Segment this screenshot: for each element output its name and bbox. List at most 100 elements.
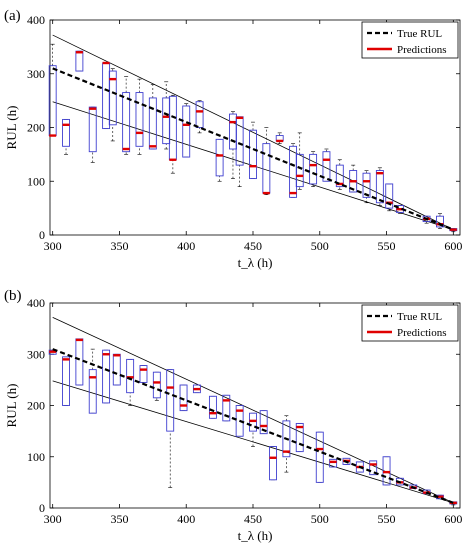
x-tick-label: 300 [44, 512, 62, 526]
box-body [235, 116, 244, 166]
box-470 [275, 132, 284, 144]
panel-a: (a) 0 100 200 300 400 300 350 400 450 500 550 600 t_λ… [4, 8, 462, 270]
box-body [166, 369, 175, 432]
y-tick-label: 400 [27, 296, 45, 310]
box-body [135, 92, 144, 147]
legend-label-predictions: Predictions [397, 44, 447, 56]
x-tick-label: 450 [244, 239, 262, 253]
box-550 [382, 456, 391, 486]
y-tick-label: 100 [27, 174, 45, 188]
x-tick-label: 600 [444, 512, 462, 526]
box-320 [75, 338, 84, 386]
box-body [152, 371, 161, 399]
legend-box [361, 304, 459, 342]
box-body [229, 113, 237, 150]
box-510 [329, 458, 338, 468]
box-310 [62, 356, 70, 406]
box-355 [122, 76, 131, 155]
box-body [249, 412, 257, 432]
box-340 [102, 349, 111, 404]
box-500 [315, 431, 324, 483]
box-body [126, 358, 135, 394]
x-tick-label: 450 [244, 512, 262, 526]
box-535 [362, 170, 371, 204]
box-body [369, 460, 378, 476]
true-rul-line [52, 67, 454, 231]
box-388 [166, 369, 175, 488]
box-body [75, 338, 84, 386]
box-475 [282, 415, 291, 473]
box-body [375, 170, 384, 204]
box-375 [148, 84, 157, 150]
box-460 [262, 127, 271, 195]
box-365 [135, 78, 144, 155]
box-body [112, 353, 121, 386]
legend-label-true-rul: True RUL [397, 28, 442, 40]
x-tick-label: 350 [110, 239, 128, 253]
box-body [208, 395, 217, 419]
x-tick-label: 550 [378, 512, 396, 526]
y-tick-label: 0 [39, 501, 45, 515]
box-450 [249, 121, 257, 180]
box-320 [75, 50, 84, 72]
y-tick-label: 100 [27, 450, 45, 464]
box-440 [235, 405, 244, 437]
box-545 [375, 167, 384, 206]
box-body [269, 446, 277, 481]
box-body [289, 145, 298, 198]
box-body [88, 369, 97, 414]
box-485 [295, 132, 304, 190]
y-tick-label: 300 [27, 347, 45, 361]
box-435 [229, 111, 237, 179]
box-310 [62, 118, 70, 155]
legend: True RUL Predictions [361, 21, 459, 59]
box-body [88, 106, 97, 153]
box-505 [322, 148, 331, 182]
box-body [62, 356, 70, 406]
box-body [148, 97, 157, 150]
box-body [309, 153, 318, 185]
box-330 [88, 106, 97, 163]
bound-line-upper [52, 34, 454, 230]
box-body [382, 456, 391, 486]
box-420 [208, 395, 217, 419]
x-tick-label: 350 [110, 512, 128, 526]
box-450 [249, 412, 257, 447]
box-body [235, 405, 244, 437]
box-410 [195, 100, 204, 134]
y-axis-label: RUL (h) [4, 106, 19, 150]
box-body [75, 50, 84, 72]
box-body [385, 183, 394, 209]
box-body [362, 172, 371, 198]
y-tick-label: 400 [27, 13, 45, 27]
box-body [139, 365, 148, 383]
box-348 [112, 353, 121, 386]
x-tick-label: 500 [311, 239, 329, 253]
box-body [335, 164, 344, 188]
y-tick-label: 0 [39, 228, 45, 242]
box-body [168, 95, 177, 161]
box-378 [152, 371, 161, 401]
y-tick-label: 200 [27, 121, 45, 135]
box-body [122, 92, 131, 153]
legend: True RUL Predictions [361, 304, 459, 342]
box-body [108, 70, 117, 126]
box-525 [349, 164, 358, 193]
box-540 [369, 460, 378, 476]
box-390 [168, 94, 177, 174]
panel-label: (b) [4, 288, 22, 304]
x-axis-label: t_λ (h) [238, 255, 273, 270]
box-485 [295, 422, 304, 453]
box-body [436, 215, 444, 228]
x-tick-label: 600 [444, 239, 462, 253]
box-body [62, 118, 70, 147]
y-tick-label: 300 [27, 67, 45, 81]
box-body [102, 349, 111, 404]
box-body [262, 143, 271, 194]
box-400 [182, 103, 191, 158]
legend-label-true-rul: True RUL [397, 311, 442, 323]
box-458 [259, 410, 268, 435]
y-tick-label: 200 [27, 399, 45, 413]
legend-box [361, 21, 459, 59]
